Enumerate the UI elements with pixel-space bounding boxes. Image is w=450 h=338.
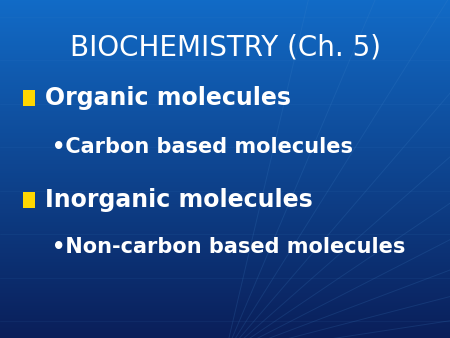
Text: BIOCHEMISTRY (Ch. 5): BIOCHEMISTRY (Ch. 5) bbox=[69, 34, 381, 62]
FancyBboxPatch shape bbox=[22, 192, 35, 208]
Text: Inorganic molecules: Inorganic molecules bbox=[45, 188, 313, 212]
Text: •Carbon based molecules: •Carbon based molecules bbox=[52, 137, 353, 157]
Text: •Non-carbon based molecules: •Non-carbon based molecules bbox=[52, 237, 405, 257]
FancyBboxPatch shape bbox=[22, 90, 35, 106]
Text: Organic molecules: Organic molecules bbox=[45, 86, 291, 111]
